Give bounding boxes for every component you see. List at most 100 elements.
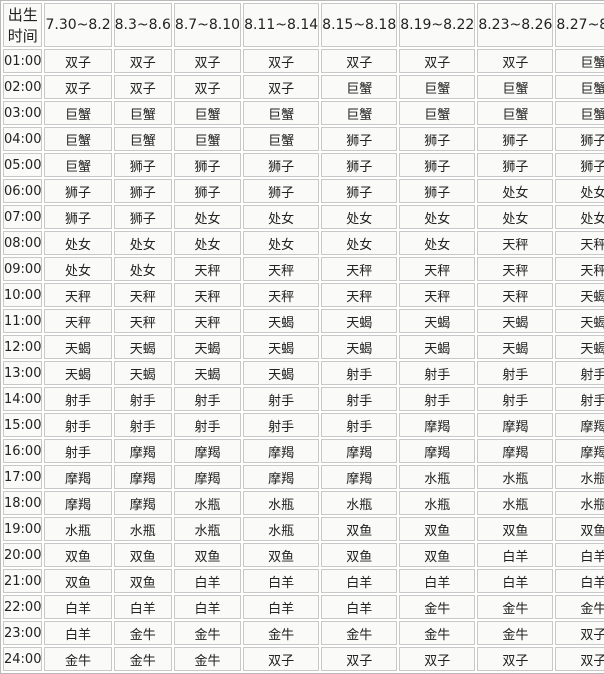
sign-cell: 处女 (555, 179, 604, 203)
time-cell: 09:00 (3, 257, 43, 281)
table-row: 03:00 巨蟹 巨蟹 巨蟹 巨蟹 巨蟹 巨蟹 巨蟹 巨蟹 (3, 101, 604, 125)
sign-cell: 射手 (399, 387, 476, 411)
time-cell: 12:00 (3, 335, 43, 359)
sign-cell: 巨蟹 (321, 75, 398, 99)
sign-cell: 水瓶 (173, 517, 242, 541)
header-date-range: 8.19~8.22 (399, 3, 476, 47)
sign-cell: 摩羯 (44, 465, 112, 489)
sign-cell: 双鱼 (555, 517, 604, 541)
sign-cell: 金牛 (173, 621, 242, 645)
sign-cell: 天蝎 (321, 335, 398, 359)
sign-cell: 摩羯 (113, 491, 172, 515)
time-cell: 05:00 (3, 153, 43, 177)
sign-cell: 射手 (173, 387, 242, 411)
sign-cell: 双鱼 (321, 517, 398, 541)
sign-cell: 双子 (243, 49, 320, 73)
sign-cell: 天蝎 (44, 335, 112, 359)
sign-cell: 白羊 (399, 569, 476, 593)
time-cell: 06:00 (3, 179, 43, 203)
table-row: 14:00 射手 射手 射手 射手 射手 射手 射手 射手 (3, 387, 604, 411)
sign-cell: 天秤 (173, 283, 242, 307)
sign-cell: 金牛 (243, 621, 320, 645)
sign-cell: 双鱼 (173, 543, 242, 567)
sign-cell: 天秤 (173, 257, 242, 281)
sign-cell: 双鱼 (477, 517, 554, 541)
sign-cell: 天秤 (173, 309, 242, 333)
sign-cell: 双鱼 (44, 569, 112, 593)
time-cell: 10:00 (3, 283, 43, 307)
time-cell: 03:00 (3, 101, 43, 125)
sign-cell: 白羊 (477, 569, 554, 593)
sign-cell: 双子 (243, 647, 320, 671)
sign-cell: 射手 (399, 361, 476, 385)
sign-cell: 巨蟹 (399, 75, 476, 99)
time-cell: 13:00 (3, 361, 43, 385)
header-date-range: 8.3~8.6 (113, 3, 172, 47)
table-row: 04:00 巨蟹 巨蟹 巨蟹 巨蟹 狮子 狮子 狮子 狮子 (3, 127, 604, 151)
sign-cell: 巨蟹 (243, 101, 320, 125)
table-row: 15:00 射手 射手 射手 射手 射手 摩羯 摩羯 摩羯 (3, 413, 604, 437)
time-cell: 16:00 (3, 439, 43, 463)
sign-cell: 双子 (113, 49, 172, 73)
table-row: 02:00 双子 双子 双子 双子 巨蟹 巨蟹 巨蟹 巨蟹 (3, 75, 604, 99)
sign-cell: 天蝎 (173, 335, 242, 359)
sign-cell: 射手 (44, 439, 112, 463)
sign-cell: 射手 (477, 387, 554, 411)
sign-cell: 巨蟹 (44, 127, 112, 151)
header-date-range: 8.27~8.30 (555, 3, 604, 47)
table-row: 17:00 摩羯 摩羯 摩羯 摩羯 摩羯 水瓶 水瓶 水瓶 (3, 465, 604, 489)
sign-cell: 白羊 (44, 595, 112, 619)
table-row: 19:00 水瓶 水瓶 水瓶 水瓶 双鱼 双鱼 双鱼 双鱼 (3, 517, 604, 541)
sign-cell: 处女 (477, 205, 554, 229)
sign-cell: 处女 (243, 231, 320, 255)
sign-cell: 天蝎 (321, 309, 398, 333)
sign-cell: 天蝎 (555, 335, 604, 359)
sign-cell: 天秤 (321, 283, 398, 307)
sign-cell: 水瓶 (243, 491, 320, 515)
table-row: 09:00 处女 处女 天秤 天秤 天秤 天秤 天秤 天秤 (3, 257, 604, 281)
sign-cell: 狮子 (399, 153, 476, 177)
sign-cell: 金牛 (321, 621, 398, 645)
table-row: 24:00 金牛 金牛 金牛 双子 双子 双子 双子 双子 (3, 647, 604, 671)
header-date-range: 8.23~8.26 (477, 3, 554, 47)
sign-cell: 水瓶 (44, 517, 112, 541)
time-cell: 24:00 (3, 647, 43, 671)
sign-cell: 处女 (44, 231, 112, 255)
sign-cell: 天秤 (399, 257, 476, 281)
sign-cell: 双子 (243, 75, 320, 99)
sign-cell: 天秤 (243, 283, 320, 307)
sign-cell: 双鱼 (243, 543, 320, 567)
sign-cell: 处女 (321, 231, 398, 255)
sign-cell: 天蝎 (243, 361, 320, 385)
time-cell: 01:00 (3, 49, 43, 73)
sign-cell: 白羊 (243, 595, 320, 619)
sign-cell: 双子 (44, 75, 112, 99)
sign-cell: 水瓶 (243, 517, 320, 541)
sign-cell: 摩羯 (113, 439, 172, 463)
sign-cell: 巨蟹 (555, 75, 604, 99)
sign-cell: 巨蟹 (44, 153, 112, 177)
sign-cell: 双子 (555, 621, 604, 645)
sign-cell: 狮子 (321, 153, 398, 177)
sign-cell: 狮子 (44, 179, 112, 203)
sign-cell: 双鱼 (321, 543, 398, 567)
sign-cell: 金牛 (399, 595, 476, 619)
sign-cell: 处女 (113, 257, 172, 281)
sign-cell: 处女 (113, 231, 172, 255)
sign-cell: 处女 (399, 205, 476, 229)
sign-cell: 摩羯 (477, 439, 554, 463)
sign-cell: 狮子 (477, 127, 554, 151)
sign-cell: 天蝎 (399, 309, 476, 333)
sign-cell: 双子 (173, 49, 242, 73)
sign-cell: 射手 (243, 413, 320, 437)
table-row: 16:00 射手 摩羯 摩羯 摩羯 摩羯 摩羯 摩羯 摩羯 (3, 439, 604, 463)
sign-cell: 天蝎 (44, 361, 112, 385)
sign-cell: 白羊 (173, 595, 242, 619)
sign-cell: 天蝎 (555, 283, 604, 307)
sign-cell: 摩羯 (173, 465, 242, 489)
sign-cell: 狮子 (555, 153, 604, 177)
sign-cell: 天蝎 (555, 309, 604, 333)
sign-cell: 金牛 (477, 595, 554, 619)
sign-cell: 天秤 (477, 257, 554, 281)
sign-cell: 天秤 (321, 257, 398, 281)
